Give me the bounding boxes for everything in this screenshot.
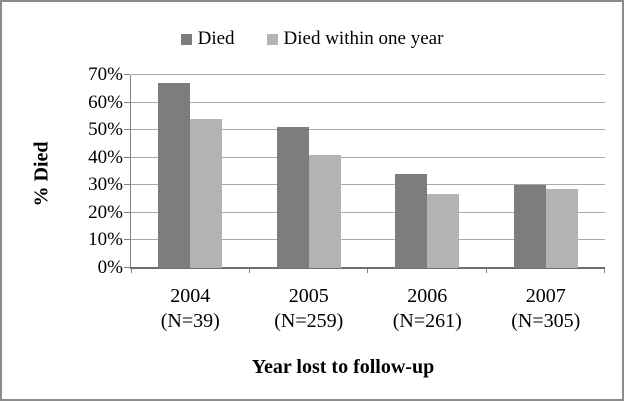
y-axis-tick (124, 129, 130, 131)
legend-item-died: Died (180, 28, 235, 50)
legend-item-died-within-one-year: Died within one year (266, 28, 444, 50)
x-category-label-2006: 2006 (N=261) (367, 284, 487, 334)
legend-label: Died within one year (283, 28, 444, 49)
gridline-30% (131, 184, 605, 186)
x-category-n-count: (N=305) (511, 310, 581, 332)
x-category-year: 2007 (525, 285, 566, 307)
x-category-year: 2005 (288, 285, 329, 307)
x-axis-tick (367, 269, 368, 273)
plot-area (124, 74, 605, 273)
x-axis-tick (131, 269, 132, 273)
x-axis-tick (248, 269, 250, 273)
chart-legend: Died Died within one year (2, 26, 622, 52)
y-axis-tick (124, 267, 130, 268)
x-category-n-count: (N=39) (160, 310, 220, 332)
y-axis-title: % Died (30, 141, 53, 207)
y-tick-label-60%: 60% (88, 91, 123, 113)
y-axis-tick (124, 211, 130, 213)
x-axis-line (130, 267, 605, 269)
y-tick-label-50%: 50% (88, 119, 123, 141)
x-axis-tick (485, 269, 487, 273)
y-tick-label-30%: 30% (88, 174, 123, 196)
y-axis-line (130, 75, 131, 268)
gridline-40% (131, 156, 605, 158)
bar-2007-died (513, 185, 546, 268)
x-category-year: 2006 (407, 285, 448, 307)
x-category-n-count: (N=259) (274, 310, 344, 332)
x-category-label-2004: 2004 (N=39) (130, 284, 250, 334)
bar-2007-died-within-one-year (545, 189, 578, 268)
x-category-year: 2004 (170, 285, 211, 307)
gridline-70% (131, 74, 605, 75)
x-category-n-count: (N=261) (392, 310, 462, 332)
legend-swatch-icon (180, 33, 192, 45)
y-axis-tick (124, 184, 130, 186)
bar-2006-died (395, 174, 428, 268)
gridline-20% (131, 211, 605, 213)
y-tick-label-10%: 10% (88, 229, 123, 251)
y-tick-label-70%: 70% (88, 64, 123, 85)
bar-2004-died-within-one-year (190, 119, 223, 268)
y-tick-label-20%: 20% (88, 201, 123, 223)
y-axis-tick (124, 101, 130, 103)
bar-2005-died-within-one-year (308, 154, 341, 268)
y-tick-label-0%: 0% (97, 257, 123, 278)
x-category-label-2007: 2007 (N=305) (486, 284, 606, 334)
bar-2004-died (158, 83, 191, 268)
x-category-label-2005: 2005 (N=259) (249, 284, 369, 334)
legend-label: Died (197, 28, 235, 49)
y-axis-tick (124, 156, 130, 158)
bar-2005-died (276, 127, 309, 268)
gridline-60% (131, 101, 605, 103)
bar-2006-died-within-one-year (427, 193, 460, 268)
legend-swatch-icon (266, 33, 278, 45)
x-axis-tick (604, 269, 605, 273)
y-tick-label-40%: 40% (88, 146, 123, 168)
gridline-50% (131, 129, 605, 131)
y-axis-tick (124, 74, 130, 75)
x-axis-title: Year lost to follow-up (251, 356, 435, 378)
gridline-10% (131, 239, 605, 241)
y-axis-tick (124, 239, 130, 241)
